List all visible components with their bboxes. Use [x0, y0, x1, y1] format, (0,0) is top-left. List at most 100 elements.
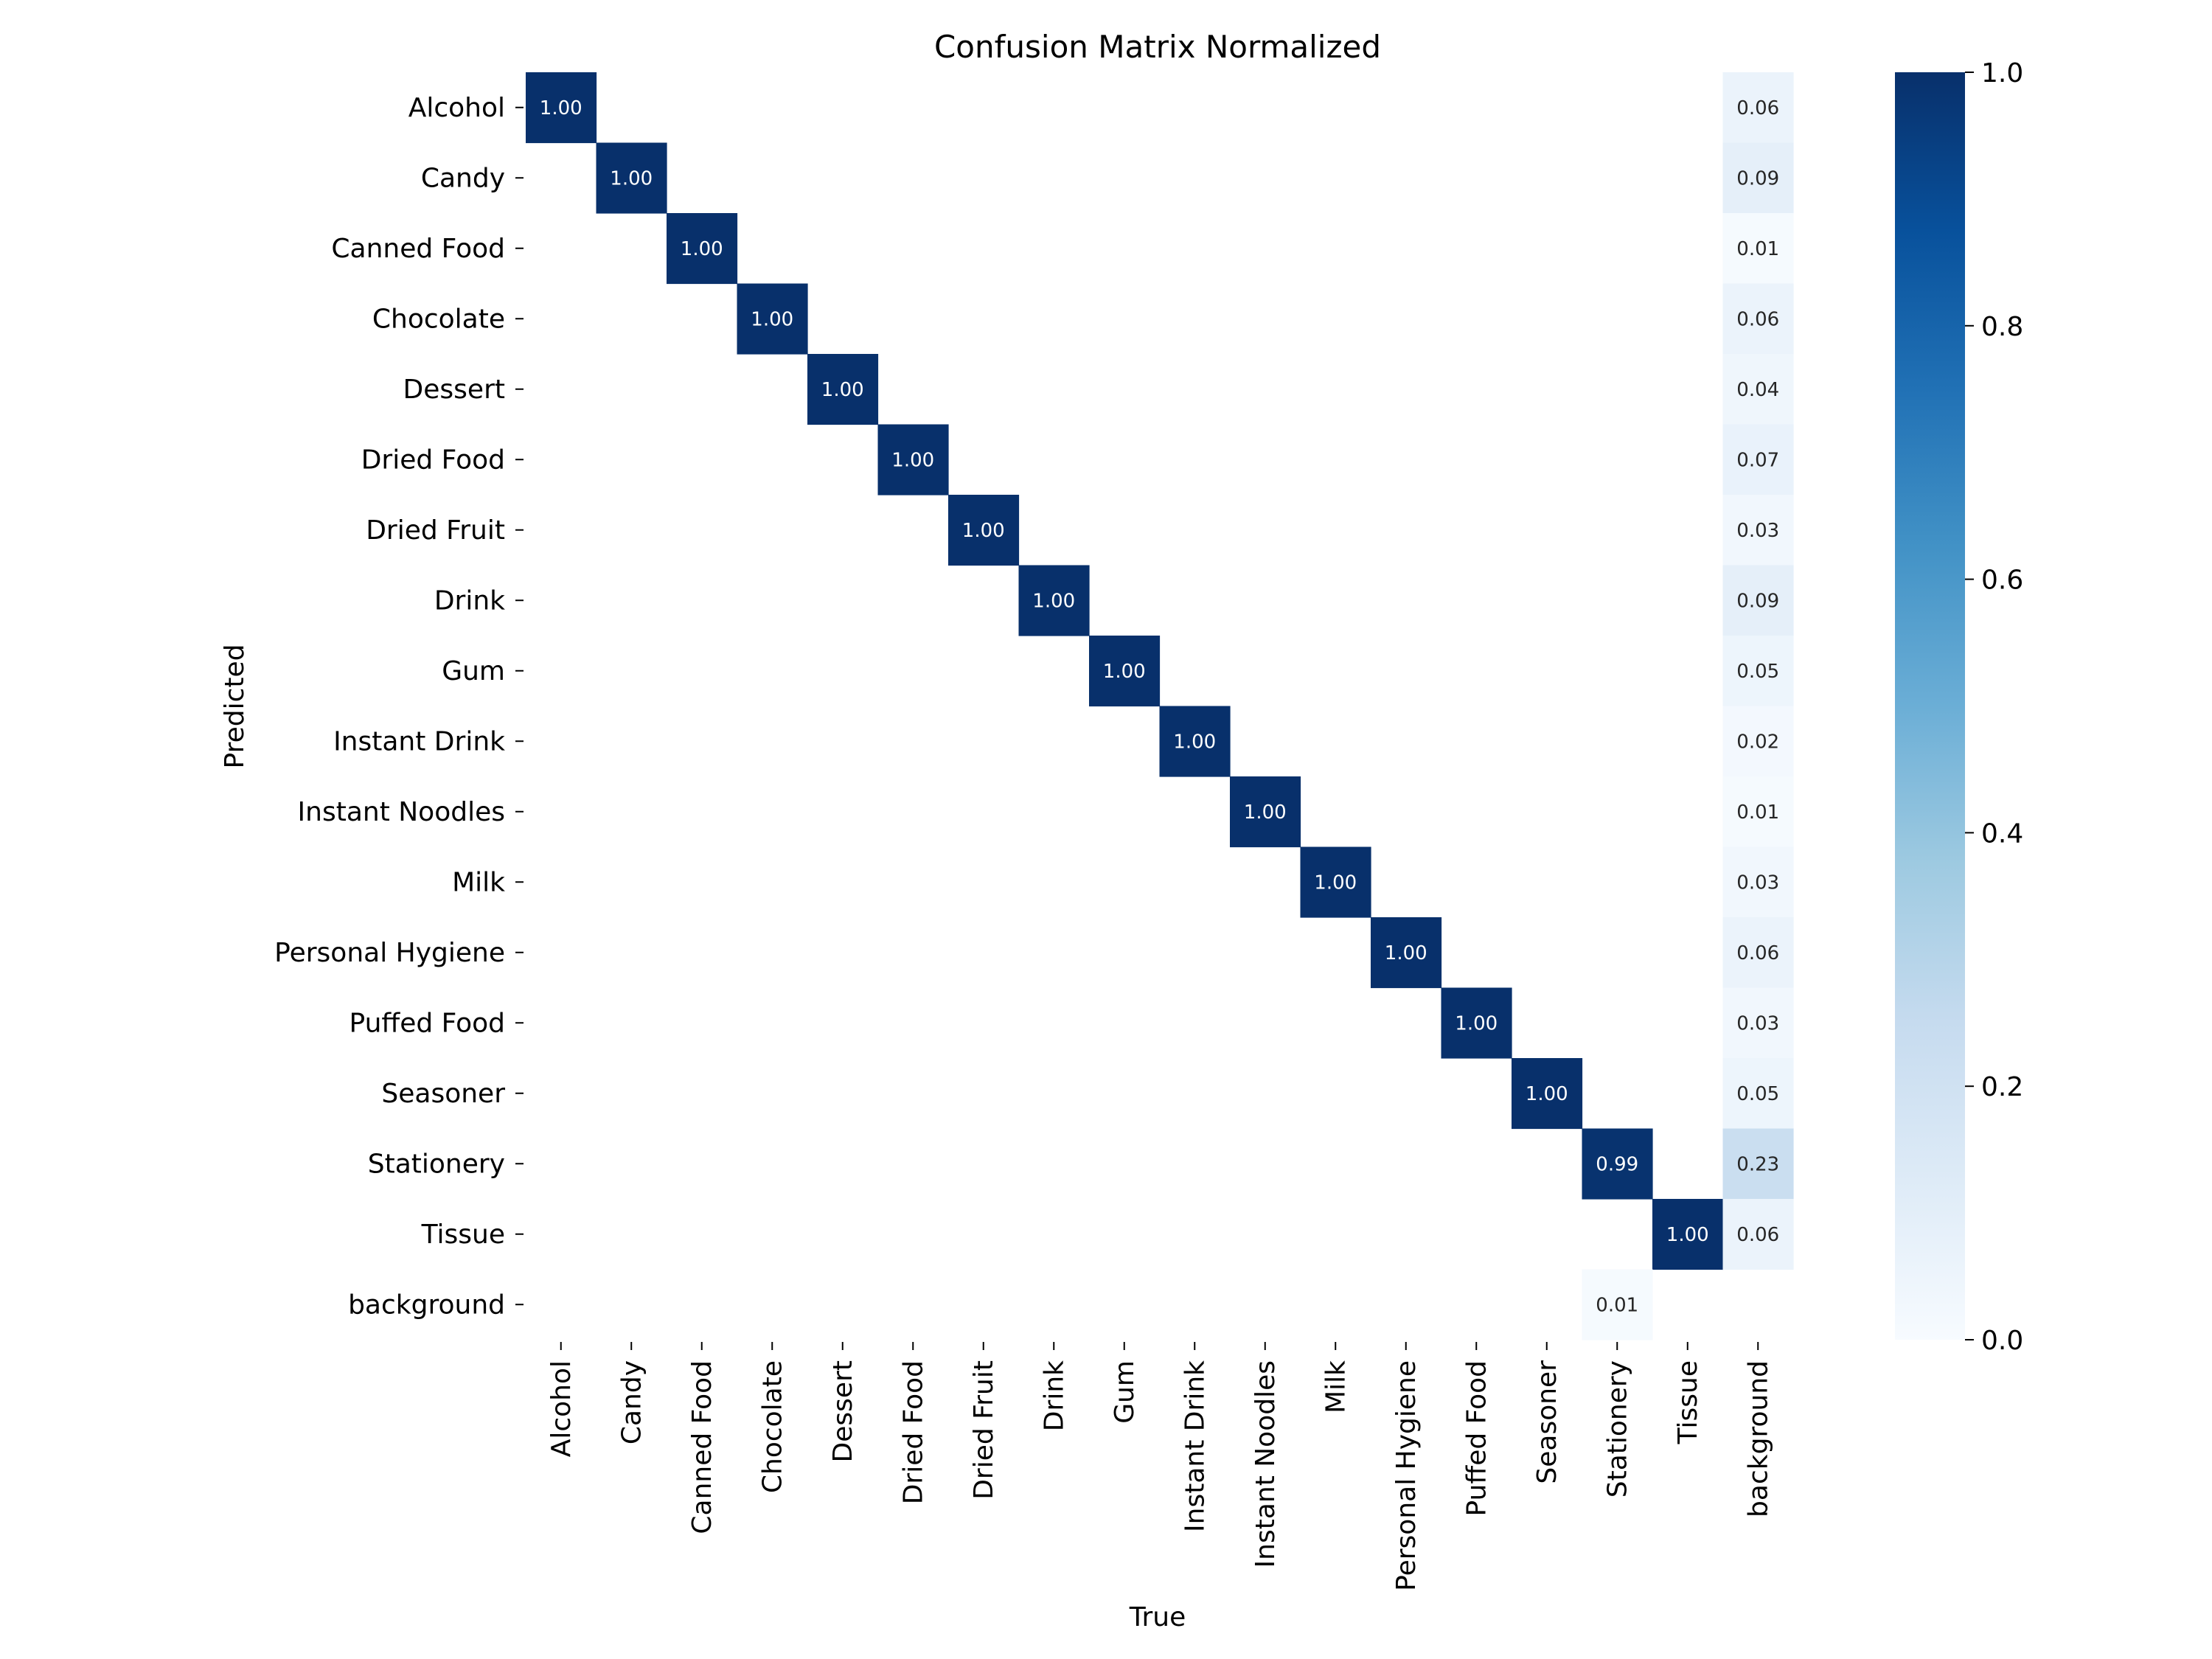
- heatmap-cell: [1230, 776, 1301, 848]
- chart-title: Confusion Matrix Normalized: [934, 29, 1381, 65]
- cell-value-label: 0.06: [1736, 942, 1779, 964]
- cell-value-label: 1.00: [1314, 872, 1357, 894]
- colorbar-tick-label: 0.0: [1981, 1326, 2023, 1356]
- cell-value-label: 1.00: [821, 379, 864, 401]
- x-tick-label: background: [1743, 1360, 1773, 1517]
- y-tick-label: Instant Noodles: [298, 797, 505, 827]
- x-tick-label: Milk: [1321, 1360, 1351, 1413]
- cell-value-label: 0.06: [1736, 97, 1779, 119]
- x-tick-label: Candy: [616, 1360, 647, 1444]
- heatmap-cell: [1722, 213, 1794, 285]
- x-tick-label: Instant Noodles: [1251, 1360, 1281, 1568]
- x-tick-label: Stationery: [1602, 1360, 1632, 1498]
- heatmap-cell: [667, 213, 738, 285]
- heatmap-cell: [1722, 142, 1794, 214]
- cell-value-label: 0.07: [1736, 449, 1779, 471]
- y-tick-label: Personal Hygiene: [274, 938, 505, 968]
- x-tick-label: Gum: [1110, 1360, 1140, 1424]
- heatmap-cell: [1722, 917, 1794, 989]
- y-tick-labels: Alcohol Candy Canned Food Chocolate Dessert D…: [274, 93, 524, 1320]
- heatmap-cell: [877, 424, 949, 495]
- heatmap-cell: [1722, 354, 1794, 425]
- y-tick-label: Dried Fruit: [366, 515, 505, 546]
- heatmap-grid: 1.00 1.00 1.00 1.00 1.00 1.00 1.00 1.00 1.00 1.00…: [526, 72, 1794, 1340]
- heatmap-cell: [1652, 1199, 1724, 1270]
- heatmap-cell: [1371, 917, 1442, 989]
- cell-value-label: 0.01: [1736, 238, 1779, 260]
- cell-value-label: 1.00: [540, 97, 582, 119]
- heatmap-cell: [1722, 987, 1794, 1059]
- heatmap-cell: [1300, 846, 1371, 918]
- cell-value-label: 1.00: [1526, 1083, 1568, 1105]
- cell-value-label: 1.00: [1032, 590, 1075, 612]
- heatmap-cell: [1722, 706, 1794, 777]
- x-tick-label: Instant Drink: [1180, 1360, 1210, 1532]
- cell-value-label: 1.00: [751, 308, 793, 330]
- heatmap-cell: [1722, 424, 1794, 495]
- y-tick-label: Dried Food: [361, 445, 505, 475]
- cell-value-label: 1.00: [962, 520, 1005, 542]
- cell-value-label: 1.00: [1455, 1012, 1498, 1034]
- x-axis-label: True: [1129, 1602, 1186, 1632]
- y-tick-label: Chocolate: [372, 304, 505, 334]
- cell-value-label: 0.99: [1596, 1153, 1638, 1175]
- cell-value-label: 1.00: [1666, 1224, 1709, 1246]
- x-tick-label: Canned Food: [687, 1360, 717, 1534]
- y-axis-label: Predicted: [220, 644, 250, 769]
- y-tick-label: Seasoner: [381, 1079, 505, 1109]
- y-tick-label: Alcohol: [408, 93, 505, 123]
- heatmap-cell: [1722, 846, 1794, 918]
- x-tick-label: Dried Food: [898, 1360, 928, 1504]
- heatmap-cell: [526, 72, 597, 144]
- cell-value-label: 0.06: [1736, 1224, 1779, 1246]
- x-tick-label: Chocolate: [757, 1360, 787, 1493]
- heatmap-cell: [737, 283, 808, 355]
- cell-value-label: 0.03: [1736, 1012, 1779, 1034]
- cell-value-label: 0.23: [1736, 1153, 1779, 1175]
- y-tick-label: Canned Food: [331, 234, 505, 264]
- heatmap-cell: [1722, 1128, 1794, 1200]
- heatmap-cell: [1722, 72, 1794, 144]
- colorbar-tick-label: 0.2: [1981, 1072, 2023, 1102]
- heatmap-cell: [1722, 636, 1794, 707]
- x-tick-label: Personal Hygiene: [1391, 1360, 1422, 1591]
- cell-value-label: 0.09: [1736, 167, 1779, 189]
- y-tick-label: Dessert: [403, 375, 505, 405]
- x-tick-labels: Alcohol Candy Canned Food Chocolate Dessert D…: [546, 1342, 1773, 1591]
- heatmap-cell: [1722, 565, 1794, 636]
- heatmap-cell: [1722, 776, 1794, 848]
- heatmap-cell: [1722, 1199, 1794, 1270]
- x-tick-label: Dried Fruit: [969, 1360, 999, 1500]
- heatmap-cell: [1582, 1128, 1653, 1200]
- cell-value-label: 0.02: [1736, 731, 1779, 753]
- heatmap-cell: [1018, 565, 1090, 636]
- cell-value-label: 1.00: [1385, 942, 1427, 964]
- y-tick-label: Instant Drink: [333, 726, 505, 757]
- y-tick-label: Candy: [421, 163, 505, 193]
- cell-value-label: 1.00: [1244, 801, 1287, 824]
- heatmap-cell: [807, 354, 879, 425]
- cell-value-label: 1.00: [681, 238, 723, 260]
- cell-value-label: 0.03: [1736, 872, 1779, 894]
- heatmap-cell: [1089, 636, 1161, 707]
- y-tick-label: Stationery: [368, 1149, 505, 1179]
- y-tick-label: Tissue: [421, 1220, 505, 1250]
- x-tick-label: Puffed Food: [1461, 1360, 1492, 1516]
- cell-value-label: 0.05: [1736, 1083, 1779, 1105]
- x-tick-label: Dessert: [828, 1360, 858, 1462]
- colorbar: 0.0 0.2 0.4 0.6 0.8 1.0: [1895, 58, 2023, 1356]
- cell-value-label: 1.00: [610, 167, 653, 189]
- cell-value-label: 0.04: [1736, 379, 1779, 401]
- cell-value-label: 0.01: [1736, 801, 1779, 824]
- cell-value-label: 1.00: [1173, 731, 1216, 753]
- heatmap-cell: [1722, 495, 1794, 566]
- cell-value-label: 0.03: [1736, 520, 1779, 542]
- heatmap-cell: [1441, 987, 1512, 1059]
- y-tick-label: background: [348, 1290, 505, 1320]
- heatmap-cell: [1512, 1058, 1583, 1130]
- cell-value-label: 0.01: [1596, 1294, 1638, 1316]
- cell-value-label: 0.05: [1736, 661, 1779, 683]
- x-tick-label: Seasoner: [1532, 1360, 1562, 1484]
- y-tick-label: Drink: [434, 585, 505, 616]
